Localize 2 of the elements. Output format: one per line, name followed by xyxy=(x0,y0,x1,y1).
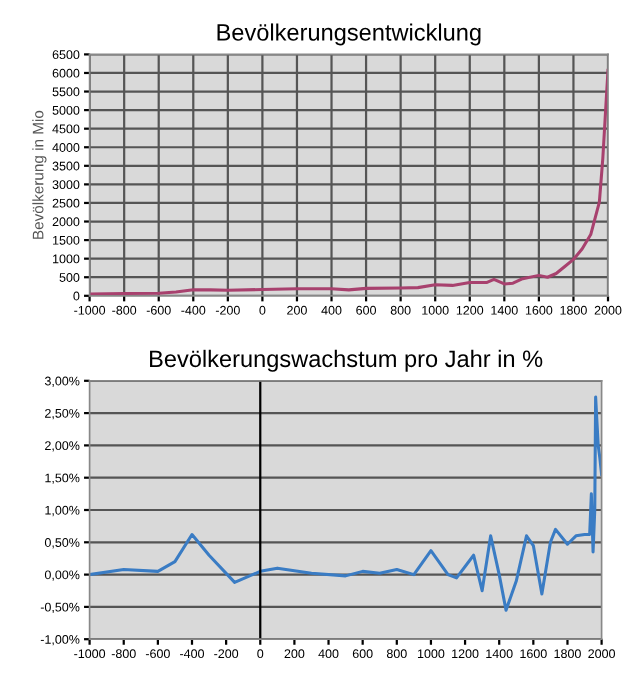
chart-title: Bevölkerungswachstum pro Jahr in % xyxy=(150,349,543,372)
chart-title: Bevölkerungsentwicklung xyxy=(217,23,481,46)
